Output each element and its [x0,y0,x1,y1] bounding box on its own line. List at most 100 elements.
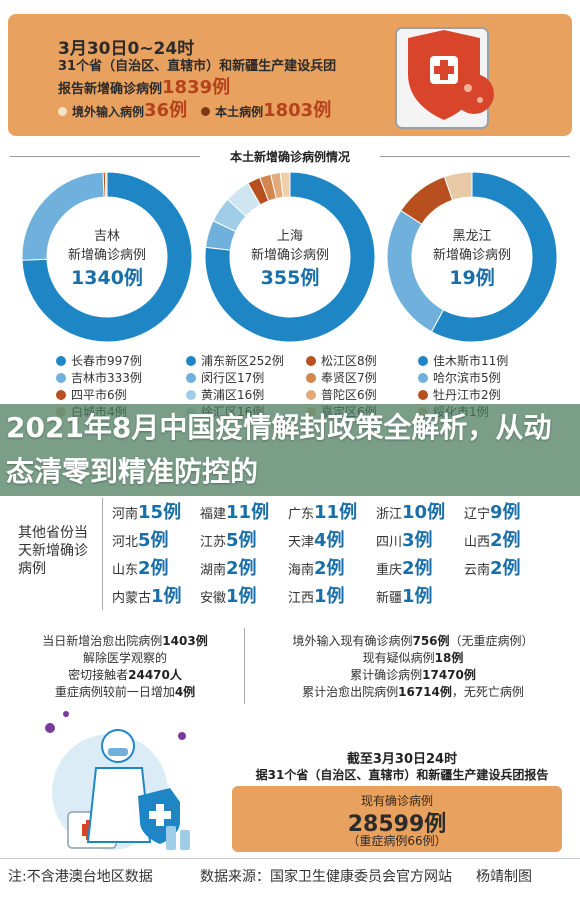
stat-label: 累计确诊病例 [350,668,423,682]
province-count: 15例 [138,502,182,523]
legend-label: 松江区8例 [321,354,377,368]
stat-label: 累计治愈出院病例 [302,685,399,699]
legend-label: 哈尔滨市5例 [433,371,501,385]
donut-slice [204,171,376,343]
header-breakdown: 境外输入病例36例 本土病例1803例 [58,96,331,122]
stat-line: 境外输入现有确诊病例756例（无重症病例） [258,633,568,650]
province-name: 江苏 [200,535,227,550]
donut-jilin: 吉林 新增确诊病例 1340例 [20,170,194,344]
stat-line: 当日新增治愈出院病例1403例 [10,633,240,650]
current-cases-number: 28599例 [347,812,447,837]
doctor-illustration [45,711,190,850]
legend-item: 普陀区6例 [306,386,377,403]
province-name: 江西 [288,591,315,606]
province-name: 天津 [288,535,315,550]
stat-line: 累计确诊病例17470例 [258,667,568,684]
legend-label: 浦东新区252例 [201,354,284,368]
province-count: 2例 [490,530,521,551]
stat-suffix: ，无死亡病例 [451,685,524,699]
legend-item: 闵行区17例 [186,369,284,386]
donut-slice [21,171,193,343]
stat-label: 重症病例较前一日增加 [54,685,175,699]
province-count: 4例 [314,530,345,551]
province-name: 云南 [464,563,491,578]
legend-item: 奉贤区7例 [306,369,377,386]
stat-value: 16714例 [398,685,452,699]
stat-line: 累计治愈出院病例16714例，无死亡病例 [258,684,568,701]
legend-item: 哈尔滨市5例 [418,369,508,386]
legend-label: 普陀区6例 [321,388,377,402]
section-divider-left [10,156,200,157]
province-name: 山西 [464,535,491,550]
donut-slice [279,171,291,198]
province-name: 湖南 [200,563,227,578]
province-cell: 河南15例 [112,498,181,524]
banner-title: 2021年8月中国疫情解封政策全解析，从动态清零到精准防控的 [6,411,552,488]
province-cell: 云南2例 [464,554,521,580]
stat-line: 密切接触者24470人 [10,667,240,684]
legend-dot-icon [418,372,428,383]
province-count: 1例 [226,586,257,607]
legend-label: 长春市997例 [71,354,142,368]
stat-value: 4例 [174,685,196,699]
legend-dot-icon [186,372,196,383]
donut-slice [443,171,473,201]
province-cell: 重庆2例 [376,554,433,580]
province-cell: 辽宁9例 [464,498,521,524]
legend-item: 浦东新区252例 [186,352,284,369]
legend-label: 四平市6例 [71,388,127,402]
stat-value: 24470人 [128,668,182,682]
province-cell: 河北5例 [112,526,169,552]
severe-cases: （重症病例66例） [347,834,447,848]
province-count: 10例 [402,502,446,523]
province-cell: 安徽1例 [200,582,257,608]
stat-label: 境外输入现有确诊病例 [292,634,413,648]
legend-dot-icon [186,389,196,400]
province-name: 海南 [288,563,315,578]
total-number: 1839例 [162,77,231,98]
legend-item: 吉林市333例 [56,369,142,386]
legend-item: 松江区8例 [306,352,377,369]
stat-label: 密切接触者 [68,668,129,682]
stats-left: 当日新增治愈出院病例1403例 解除医学观察的 密切接触者24470人 重症病例较前一… [10,633,240,701]
medical-shield-virus-illustration [395,27,494,129]
stats-right: 境外输入现有确诊病例756例（无重症病例） 现有疑似病例18例 累计确诊病例1747… [258,633,568,701]
imported-dot-icon [58,107,67,116]
province-cell: 广东11例 [288,498,357,524]
province-count: 2例 [138,558,169,579]
donut-chart [21,171,193,343]
province-count: 2例 [226,558,257,579]
province-divider [102,498,103,610]
province-name: 浙江 [376,507,403,522]
stat-value: 756例 [412,634,450,648]
legend-label: 奉贤区7例 [321,371,377,385]
province-count: 1例 [314,586,345,607]
province-name: 重庆 [376,563,403,578]
donut-slice [104,171,108,198]
province-name: 辽宁 [464,507,491,522]
legend-label: 黄浦区16例 [201,388,265,402]
legend-dot-icon [306,389,316,400]
legend-item: 牡丹江市2例 [418,386,508,403]
donut-center: 上海 新增确诊病例 355例 [250,228,329,289]
deadline-date: 截至3月30日24时 [346,752,458,767]
province-count: 5例 [138,530,169,551]
province-name: 安徽 [200,591,227,606]
total-label: 报告新增确诊病例 [58,82,163,97]
province-cell: 山东2例 [112,554,169,580]
province-count: 3例 [402,530,433,551]
stat-label: 当日新增治愈出院病例 [42,634,163,648]
stat-label: 解除医学观察的 [82,651,167,665]
legend-label: 闵行区17例 [201,371,265,385]
donut-center: 黑龙江 新增确诊病例 19例 [432,228,511,289]
header-total: 报告新增确诊病例1839例 [58,73,230,99]
footer-divider [0,858,580,859]
legend-dot-icon [186,355,196,366]
legend-item: 四平市6例 [56,386,142,403]
section-title: 本土新增确诊病例情况 [229,150,350,164]
province-name: 河南 [112,507,139,522]
province-cell: 海南2例 [288,554,345,580]
stat-value: 18例 [434,651,464,665]
legend-dot-icon [306,372,316,383]
legend-dot-icon [56,389,66,400]
